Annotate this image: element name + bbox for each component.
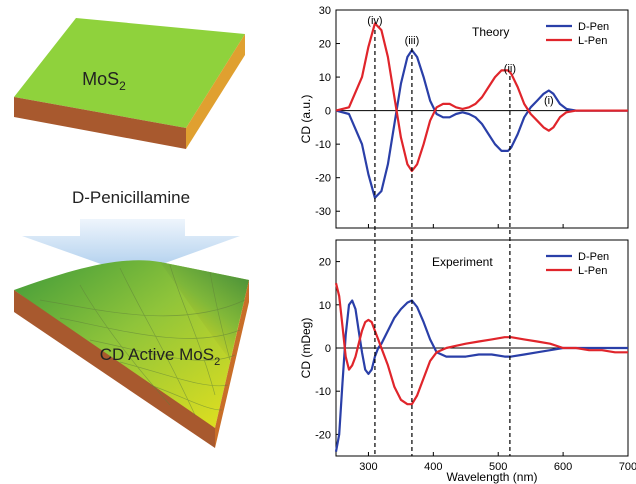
cd-active-triangle: CD Active MoS2 <box>14 260 249 448</box>
legend-label: L-Pen <box>578 265 607 277</box>
x-tick-label: 400 <box>424 461 442 473</box>
slab-front-face <box>14 97 186 149</box>
x-tick-label: 700 <box>619 461 636 473</box>
mos2-top-label: MoS2 <box>82 69 126 93</box>
legend-label: D-Pen <box>578 21 609 33</box>
series-line-l-pen <box>334 282 628 406</box>
y-tick-label: 30 <box>319 5 331 17</box>
x-tick-label: 600 <box>554 461 572 473</box>
triangle-shade <box>160 262 249 360</box>
slab-top-face <box>14 18 245 128</box>
down-arrow <box>22 219 240 275</box>
panel-annotation: Experiment <box>432 255 493 269</box>
plot-frame <box>335 9 629 229</box>
y-tick-label: -30 <box>315 206 331 218</box>
mos2-slab: MoS2 <box>14 18 245 149</box>
cd-active-label: CD Active MoS2 <box>100 345 220 368</box>
y-axis-label: CD (mDeg) <box>299 318 313 379</box>
x-tick-label: 300 <box>359 461 377 473</box>
chart-theory: -30 -20 -10 0 10 20 30 CD (a.u.) Theory D-Pen L-Pe… <box>299 5 629 229</box>
triangle-right-face <box>215 280 249 448</box>
y-tick-label: -20 <box>315 429 331 441</box>
y-tick-label: -20 <box>315 173 331 185</box>
y-tick-label: -10 <box>315 386 331 398</box>
peak-label: (i) <box>544 95 554 107</box>
charts: -30 -20 -10 0 10 20 30 CD (a.u.) Theory D-Pen L-Pe… <box>299 5 636 484</box>
y-tick-label: -10 <box>315 139 331 151</box>
peak-label: (iii) <box>405 35 420 47</box>
chart-experiment: -20 -10 0 10 20 300 400 500 600 700 CD (mDeg) Wavel… <box>299 239 636 484</box>
series-line-d-pen <box>335 49 628 199</box>
legend-label: L-Pen <box>578 35 607 47</box>
y-tick-label: 10 <box>319 72 331 84</box>
x-axis-label: Wavelength (nm) <box>447 470 538 484</box>
slab-right-face <box>186 34 245 149</box>
triangle-front-face <box>14 290 215 448</box>
y-tick-label: 20 <box>319 257 331 269</box>
peak-label: (ii) <box>504 63 516 75</box>
legend-label: D-Pen <box>578 251 609 263</box>
series-line-l-pen <box>335 22 628 173</box>
y-tick-label: 20 <box>319 39 331 51</box>
process-label: D-Penicillamine <box>72 188 190 207</box>
series-line-d-pen <box>334 299 628 452</box>
y-tick-label: 0 <box>325 106 331 118</box>
x-tick-label: 500 <box>489 461 507 473</box>
panel-annotation: Theory <box>472 25 509 39</box>
peak-label: (iv) <box>367 15 382 27</box>
triangle-grid-lines <box>39 264 246 416</box>
y-tick-label: 0 <box>325 343 331 355</box>
y-tick-label: 10 <box>319 300 331 312</box>
left-illustration: MoS2 D-Penicillamine CD Active MoS <box>14 18 249 448</box>
y-axis-label: CD (a.u.) <box>299 95 313 144</box>
